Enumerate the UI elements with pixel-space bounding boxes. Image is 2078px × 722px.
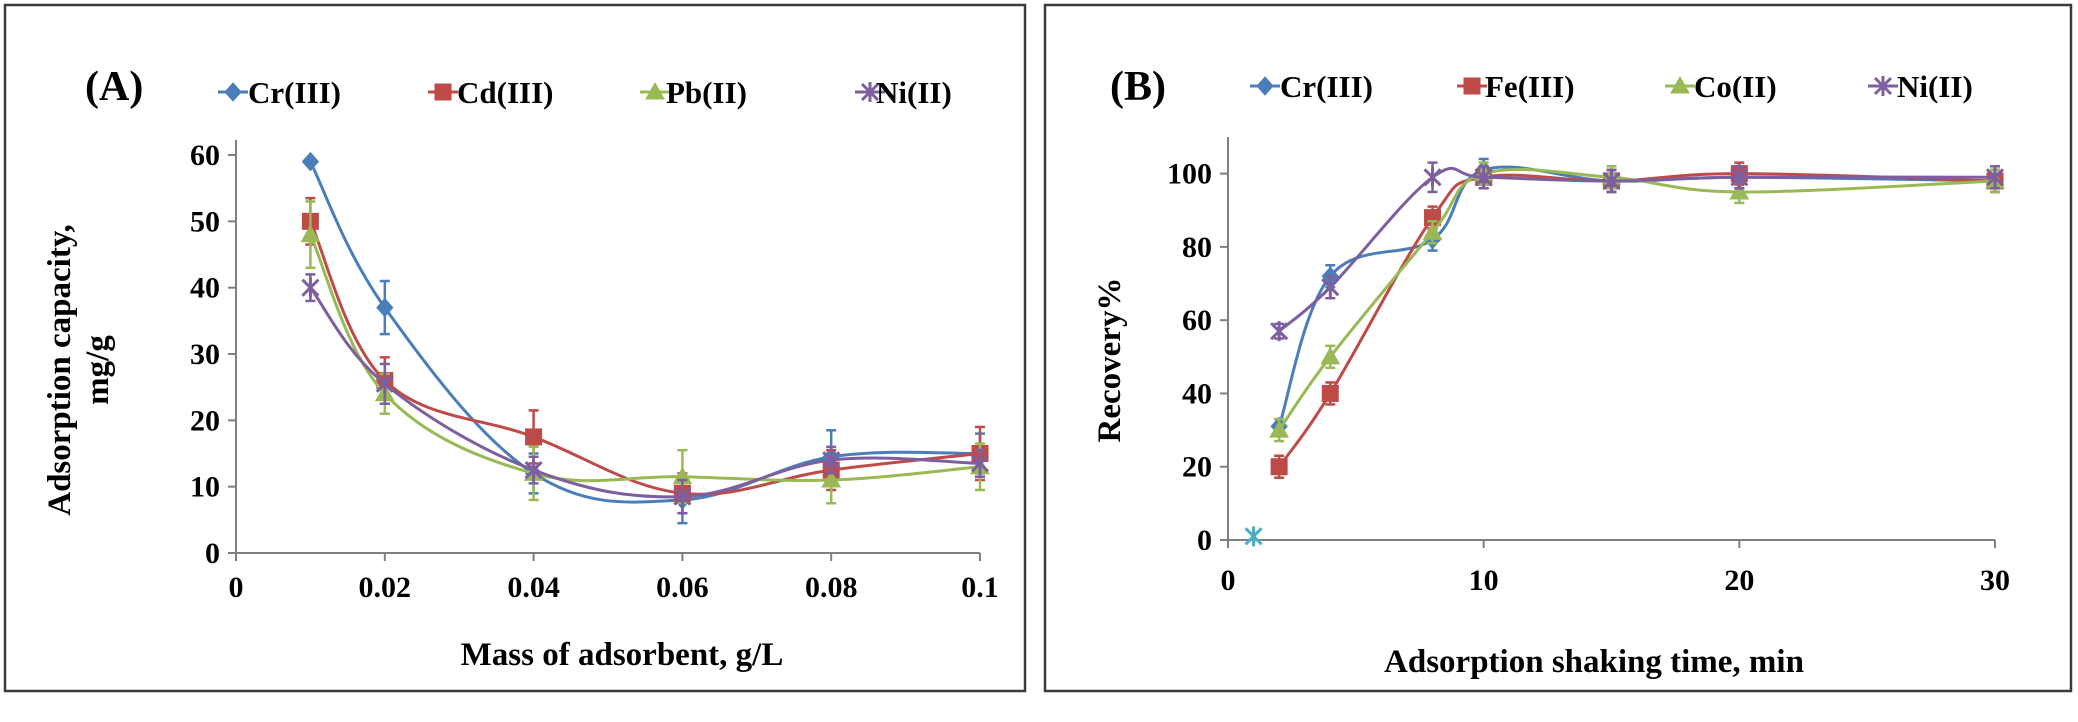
x-tick-label: 0 [1221,564,1236,597]
data-point [524,460,543,481]
legend-marker [1256,76,1274,96]
x-tick-label: 20 [1724,564,1754,597]
data-point [1423,167,1442,188]
data-point [1474,167,1493,188]
x-tick-label: 10 [1469,564,1499,597]
data-point [525,428,543,446]
data-point [376,297,394,318]
data-point [301,151,320,172]
y-tick-label: 0 [1197,524,1212,557]
series-line [1278,166,1996,333]
legend-entry-Cr(III): Cr(III) [1250,69,1373,104]
x-tick-label: 0.08 [805,571,858,604]
series-Ni(II) [301,273,990,515]
legend-marker [1670,75,1690,94]
x-tick-label: 30 [1980,564,2010,597]
panel-b: (B) Recovery% Adsorption shaking time, m… [1043,3,2073,693]
data-point [821,470,842,488]
data-point [300,224,321,243]
panel-a-ylabel-line2: mg/g [80,335,116,405]
y-tick-label: 30 [190,338,220,371]
legend-label: Co(II) [1694,69,1777,104]
panel-a-ylabel-line1: Adsorption capacity, [42,224,78,516]
data-point [1321,384,1339,402]
legend-marker [860,82,880,102]
y-tick-label: 20 [1182,451,1212,484]
y-tick-label: 40 [1182,377,1212,410]
legend-entry-Pb(II): Pb(II) [640,75,747,110]
legend-label: Fe(III) [1485,69,1575,104]
series-line [309,233,981,483]
legend-entry-Cr(III): Cr(III) [218,75,341,110]
data-point [1730,167,1749,188]
legend-label: Ni(II) [876,75,952,110]
panel-b-frame [1043,3,2073,693]
legend-label: Cr(III) [248,75,341,110]
legend-marker [645,81,665,100]
data-point [1270,321,1289,342]
series-line [309,160,981,504]
panel-a-xlabel: Mass of adsorbent, g/L [461,637,784,673]
series-line [309,220,981,496]
legend-entry-Co(II): Co(II) [1665,69,1777,104]
legend-entry-Ni(II): Ni(II) [1868,69,1973,104]
data-point [1729,181,1750,200]
panel-b-xlabel: Adsorption shaking time, min [1384,644,1804,680]
x-tick-label: 0.1 [961,571,999,604]
data-point [1321,277,1340,298]
y-tick-label: 60 [190,139,220,172]
legend-label: Ni(II) [1897,69,1973,104]
series-Ni(II) [1270,161,2005,342]
panel-b-ylabel: Recovery% [1092,278,1128,443]
y-tick-label: 80 [1182,231,1212,264]
data-point [673,486,692,507]
panel-a: (A) Adsorption capacity, mg/g Mass of ad… [3,3,1027,693]
legend-entry-Fe(III): Fe(III) [1457,69,1575,104]
data-point [375,373,394,394]
y-tick-label: 60 [1182,304,1212,337]
legend-label: Cd(III) [457,75,553,110]
annotation-marker [1244,526,1263,547]
panel-b-label: (B) [1110,64,1166,110]
series-line [1277,167,1996,431]
y-tick-label: 10 [190,471,220,504]
x-tick-label: 0 [229,571,244,604]
legend-marker [224,82,242,102]
legend-entry-Ni(II): Ni(II) [855,75,952,110]
panel-a-y-title: Adsorption capacity, mg/g [42,224,116,516]
y-tick-label: 50 [190,205,220,238]
y-tick-label: 40 [190,272,220,305]
legend-marker [434,83,452,101]
legend-marker [1873,76,1893,96]
legend-marker [1463,77,1481,95]
y-tick-label: 20 [190,404,220,437]
panel-a-frame [3,3,1027,693]
data-point [1320,346,1341,365]
data-point [1269,420,1289,438]
data-point [1422,222,1443,240]
data-point [1270,458,1288,476]
data-point [1985,167,2005,188]
y-tick-label: 0 [205,537,220,570]
x-tick-label: 0.06 [656,571,709,604]
legend-label: Cr(III) [1280,69,1373,104]
panel-b-y-title: Recovery% [1092,278,1128,443]
series-line [1277,172,1996,468]
data-point [970,453,990,474]
x-tick-label: 0.04 [507,571,560,604]
legend-label: Pb(II) [666,75,747,110]
data-point [822,450,841,471]
x-tick-label: 0.02 [359,571,412,604]
data-point [1602,170,1621,191]
y-tick-label: 100 [1167,158,1212,191]
data-point [301,277,320,298]
legend-entry-Cd(III): Cd(III) [428,75,553,110]
panel-a-label: (A) [85,64,143,110]
